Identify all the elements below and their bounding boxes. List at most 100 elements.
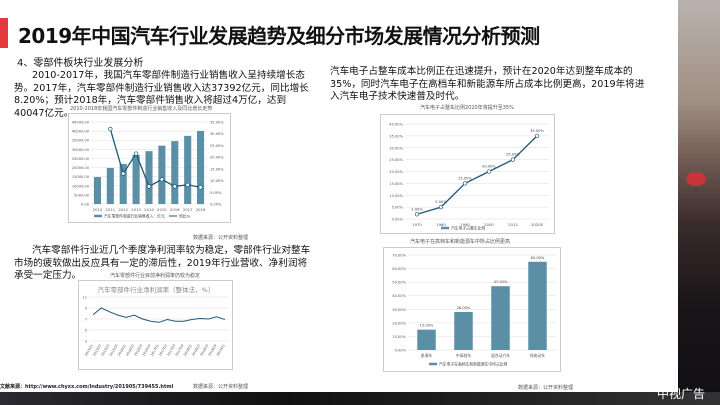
x-tick-label: 2013: [131, 207, 141, 212]
bar: [197, 131, 205, 204]
x-tick-label: 2017: [183, 207, 193, 212]
x-tick-label: 2017Q4: [175, 344, 185, 357]
data-label: 20.00%: [482, 165, 496, 169]
data-point: [510, 157, 516, 162]
y-tick-label: 50.00%: [392, 281, 406, 285]
x-tick-label: 2012: [508, 222, 518, 227]
y-tick-label: 60.00%: [392, 267, 406, 271]
y-tick-label: 7: [85, 318, 87, 322]
y-tick-label: 15.00%: [389, 182, 403, 186]
x-tick-label: 2018Q3: [199, 344, 209, 357]
bar: [171, 141, 179, 204]
data-point: [185, 182, 190, 187]
bar: [132, 154, 140, 204]
y-tick-label: 0.00%: [395, 349, 407, 353]
x-tick-label: 2016Q4: [142, 344, 152, 357]
y-tick-label: 10.00%: [392, 335, 406, 339]
data-label: 15.00%: [458, 176, 472, 180]
y-tick-label: 30.00%: [392, 308, 406, 312]
x-tick-label: 2018Q2: [191, 344, 201, 357]
left-paragraph-1: 2010-2017年，我国汽车零部件制造行业销售收入呈持续增长态势。2017年，…: [14, 70, 309, 119]
y-tick-label: 25000.00: [72, 157, 90, 161]
data-label: 2.00%: [411, 207, 423, 211]
x-tick-label: 2014: [144, 207, 154, 212]
chart1-title: 2010-2018年我国汽车零部件制造行业销售收入及同比增长走势: [70, 106, 213, 112]
x-tick-label: 2016Q3: [133, 344, 143, 357]
y-tick-label: 30000.00: [72, 148, 90, 152]
bar: [158, 145, 166, 204]
data-point: [133, 151, 139, 156]
right-source: 数据来源：公开资料整理: [518, 385, 574, 391]
data-point: [438, 204, 444, 210]
bar: [184, 135, 192, 204]
x-tick-label: 2017Q2: [158, 344, 168, 357]
background-strip: [0, 392, 720, 405]
profit-margin-chart: 汽车零部件行业净利润率（整体法，%）3579112015Q12015Q22015…: [82, 285, 229, 357]
x-tick-label: 1990: [460, 222, 470, 227]
y-tick-label: 0.00%: [392, 218, 404, 222]
y-tick-label: 30.00%: [389, 146, 403, 150]
data-point: [146, 184, 152, 189]
chart2-title: 汽车电子占整车比例2020年将提升至35%: [420, 105, 514, 111]
series-line: [109, 128, 201, 189]
data-label: 35.00%: [530, 129, 544, 133]
y-tick-label: 11: [82, 296, 87, 300]
y-tick-label: 5000.00: [74, 193, 90, 197]
y2-tick-label: 5.00%: [210, 191, 222, 195]
x-tick-label: 2012: [118, 207, 128, 212]
data-label: 28.00%: [457, 306, 471, 310]
left-paragraph-2: 汽车零部件行业近几个季度净利润率较为稳定，零部件行业对整车市场的疲软做出反应具有…: [14, 245, 311, 281]
x-tick-label: 2019Q1: [216, 344, 226, 357]
x-tick-label: 1970: [412, 222, 422, 227]
y-tick-label: 20.00%: [392, 321, 406, 325]
data-label: 15.00%: [420, 324, 434, 328]
y-tick-label: 20000.00: [72, 166, 90, 170]
x-tick-label: 2015Q2: [92, 344, 102, 357]
x-tick-label: 2015: [157, 207, 167, 212]
x-tick-label: 混合动力车: [491, 353, 510, 358]
x-tick-label: 2016Q1: [117, 344, 127, 357]
y2-tick-label: 0.00%: [210, 203, 222, 207]
x-tick-label: 2017Q1: [150, 344, 160, 357]
bar: [454, 312, 473, 350]
bar: [106, 167, 114, 204]
red-sign: [686, 172, 706, 186]
y-tick-label: 0.00: [81, 203, 90, 207]
data-label: 65.00%: [531, 256, 545, 260]
y-tick-label: 5: [85, 329, 87, 333]
left-source-2: 数据来源：公开资料整理: [193, 384, 249, 390]
legend-label: 汽车零部件制造行业销售收入：亿元: [104, 214, 165, 219]
y-tick-label: 10000.00: [72, 184, 90, 188]
data-point: [121, 171, 126, 176]
y2-tick-label: 35.00%: [210, 121, 224, 125]
y2-tick-label: 30.00%: [210, 132, 224, 136]
chart2-box: 0.00% 5.00% 10.00% 15.00% 20.00% 25.00% 30.00%…: [380, 114, 555, 234]
right-paragraph: 汽车电子占整车成本比例正在迅速提升，预计在2020年达到整车成本的35%，同时汽…: [330, 66, 645, 102]
chart3-box: 汽车零部件行业净利润率（整体法，%） 3 5 7 9 11 2015Q1 2015Q2 2015…: [78, 280, 233, 370]
y-tick-label: 5.00%: [392, 206, 404, 210]
data-point: [462, 181, 468, 186]
bar: [491, 286, 510, 350]
x-tick-label: 2010: [93, 207, 103, 212]
x-tick-label: 2017Q3: [166, 344, 176, 357]
x-tick-label: 2015Q3: [100, 344, 110, 357]
bar: [119, 163, 127, 204]
x-tick-label: 2016Q2: [125, 344, 135, 357]
data-label: 47.00%: [494, 280, 508, 284]
x-tick-label: 2016: [170, 207, 180, 212]
x-tick-label: 2011: [105, 207, 115, 212]
y-tick-label: 40.00%: [389, 123, 403, 127]
x-tick-label: 2018Q1: [183, 344, 193, 357]
y2-tick-label: 10.00%: [210, 179, 224, 183]
x-tick-label: 纯电动车: [530, 353, 545, 358]
data-point: [108, 126, 113, 132]
chart4-box: 0.00% 10.00% 20.00% 30.00% 40.00% 50.00% 60.00…: [383, 247, 561, 372]
data-point: [486, 169, 492, 174]
y-tick-label: 45000.00: [72, 121, 90, 125]
y-tick-label: 35000.00: [72, 139, 90, 143]
y2-tick-label: 15.00%: [210, 167, 224, 171]
legend-label: 同比%: [179, 214, 191, 219]
reference-url[interactable]: 文献来源：http://www.chyxx.com/industry/20190…: [0, 384, 174, 390]
series-line: [92, 307, 226, 323]
y-tick-label: 40.00%: [392, 294, 406, 298]
